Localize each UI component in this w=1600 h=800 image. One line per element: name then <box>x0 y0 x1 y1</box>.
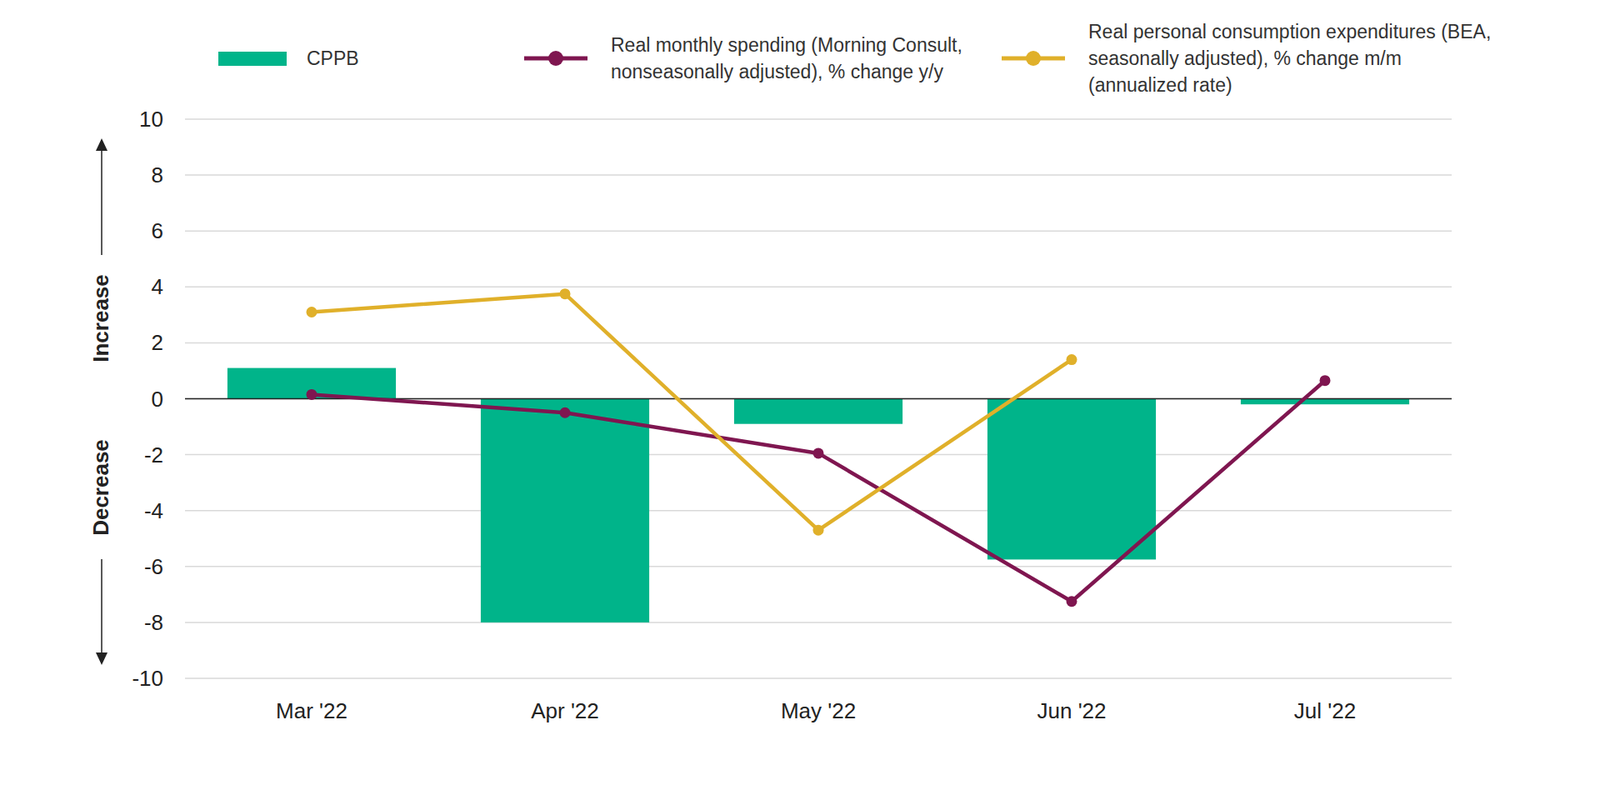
y-tick-label: 4 <box>151 274 164 300</box>
x-tick-label: Jun '22 <box>1036 698 1106 724</box>
bar <box>480 399 650 623</box>
marker <box>1066 595 1078 607</box>
legend-key <box>218 48 289 69</box>
y-tick-label: 8 <box>151 162 164 188</box>
arrow-head <box>95 652 108 665</box>
marker <box>1066 354 1078 365</box>
arrow-line <box>100 559 103 655</box>
arrow-head <box>95 138 108 151</box>
bar <box>987 399 1156 560</box>
arrow-line <box>100 148 103 255</box>
annotation: Decrease <box>88 439 114 536</box>
y-tick-label: 10 <box>139 106 164 132</box>
legend-key <box>1000 48 1070 69</box>
x-tick-label: Jul '22 <box>1294 698 1356 724</box>
y-tick-label: 6 <box>151 218 164 244</box>
y-tick-label: -10 <box>131 665 164 691</box>
chart: -10 -8 -6 -4 -2 0 2 4 6 8 10 Mar '22 Apr '22 May '22 J… <box>0 0 1600 800</box>
y-tick-label: -8 <box>144 610 164 635</box>
legend-item: Real personal consumption expenditures (… <box>1000 18 1505 99</box>
legend-item: CPPB <box>218 18 360 99</box>
x-tick-label: Apr '22 <box>530 698 600 724</box>
grid-line <box>185 286 1452 289</box>
annotation: Increase <box>88 274 114 363</box>
bar <box>734 399 903 425</box>
grid-line <box>185 342 1452 345</box>
marker <box>306 389 318 400</box>
marker <box>306 306 318 318</box>
y-tick-label: -6 <box>144 554 164 580</box>
legend-swatch <box>218 51 287 66</box>
y-tick-label: -2 <box>144 442 164 468</box>
x-tick-label: Mar '22 <box>275 698 348 724</box>
grid-line <box>185 565 1452 568</box>
marks <box>185 288 1452 623</box>
legend-label: Real monthly spending (Morning Consult, … <box>610 31 978 85</box>
marker <box>1320 375 1331 386</box>
legend-label: Real personal consumption expenditures (… <box>1088 18 1505 99</box>
bar <box>1240 399 1410 405</box>
marker <box>560 288 571 300</box>
grid-line <box>185 677 1452 680</box>
legend-marker <box>548 50 564 66</box>
grid-line <box>185 174 1452 176</box>
legend-item: Real monthly spending (Morning Consult, … <box>522 18 978 99</box>
grid-line <box>185 118 1452 120</box>
legend-label: CPPB <box>306 45 360 72</box>
y-tick-label: 2 <box>151 330 164 355</box>
legend-marker <box>1025 50 1041 66</box>
marker <box>813 525 825 536</box>
marker <box>813 447 825 459</box>
marker <box>560 407 571 419</box>
y-tick-label: -4 <box>144 498 164 524</box>
line <box>311 294 1072 530</box>
grid <box>185 119 1452 679</box>
grid-line <box>185 230 1452 232</box>
y-tick-label: 0 <box>151 386 164 412</box>
grid-line <box>185 621 1452 624</box>
line <box>311 380 1325 602</box>
grid-line <box>185 510 1452 512</box>
legend-key <box>522 48 593 69</box>
x-tick-label: May '22 <box>780 698 856 724</box>
